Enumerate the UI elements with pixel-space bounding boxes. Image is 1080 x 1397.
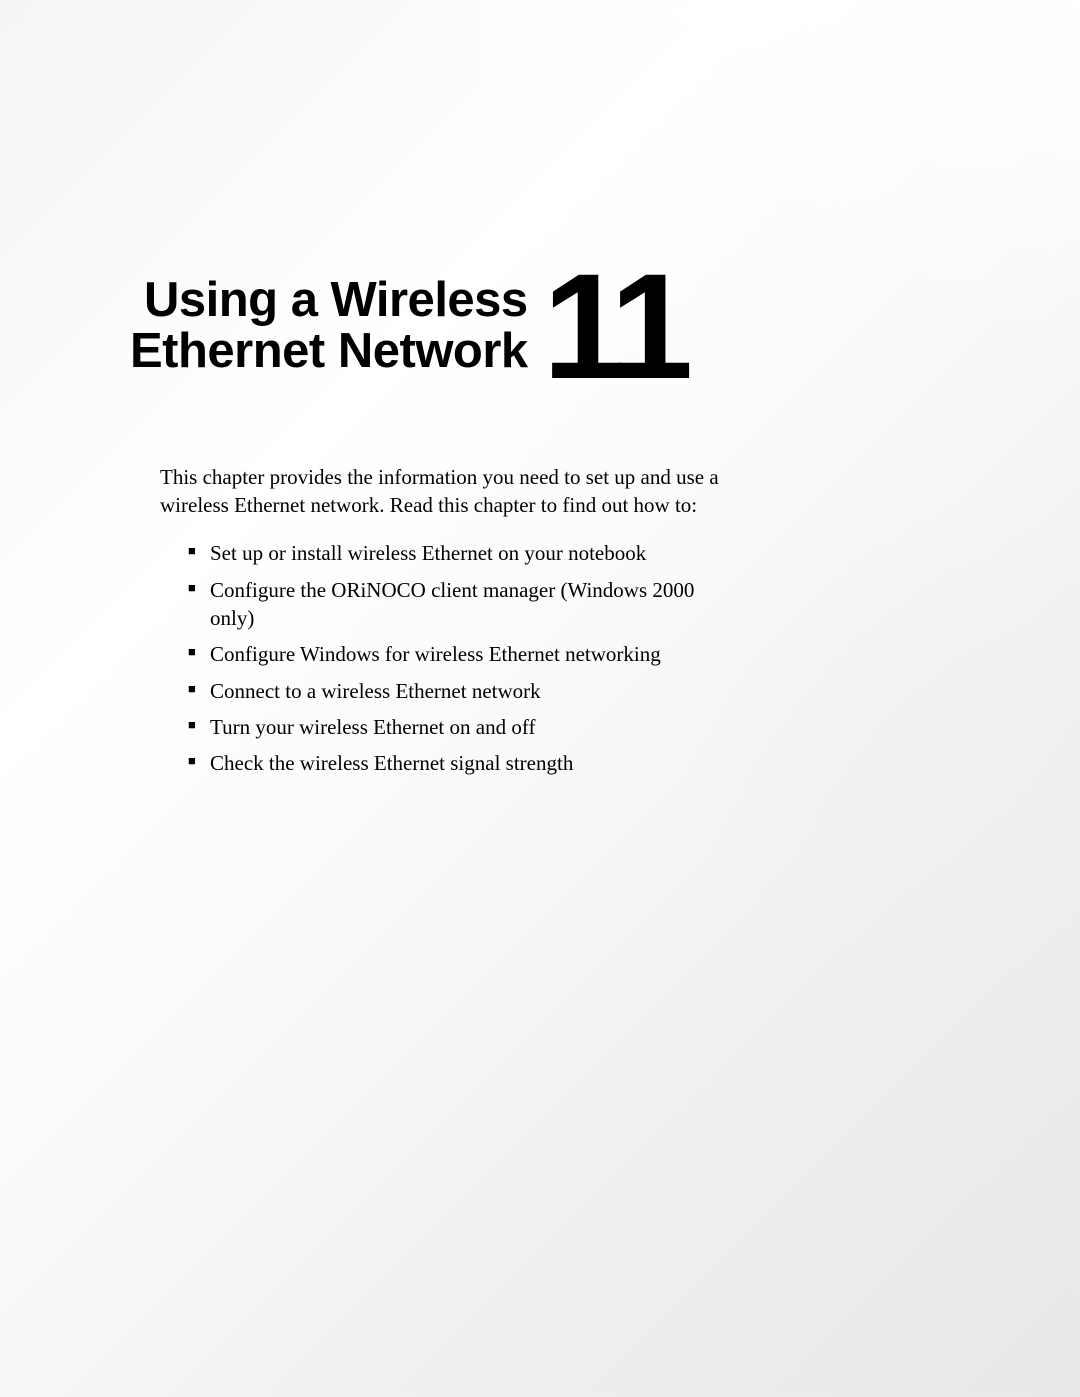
chapter-title: Using a Wireless Ethernet Network <box>130 275 528 378</box>
chapter-number: 11 <box>543 270 686 383</box>
list-item: Configure the ORiNOCO client manager (Wi… <box>188 576 728 633</box>
list-item: Connect to a wireless Ethernet network <box>188 677 728 705</box>
intro-paragraph: This chapter provides the information yo… <box>160 463 720 520</box>
list-item: Configure Windows for wireless Ethernet … <box>188 640 728 668</box>
list-item: Set up or install wireless Ethernet on y… <box>188 539 728 567</box>
chapter-topics-list: Set up or install wireless Ethernet on y… <box>160 539 920 777</box>
chapter-heading-block: Using a Wireless Ethernet Network 11 <box>130 270 920 383</box>
page-content: Using a Wireless Ethernet Network 11 Thi… <box>0 0 1080 1397</box>
chapter-title-line-1: Using a Wireless <box>144 273 528 327</box>
list-item: Check the wireless Ethernet signal stren… <box>188 749 728 777</box>
list-item: Turn your wireless Ethernet on and off <box>188 713 728 741</box>
chapter-title-line-2: Ethernet Network <box>130 324 528 378</box>
